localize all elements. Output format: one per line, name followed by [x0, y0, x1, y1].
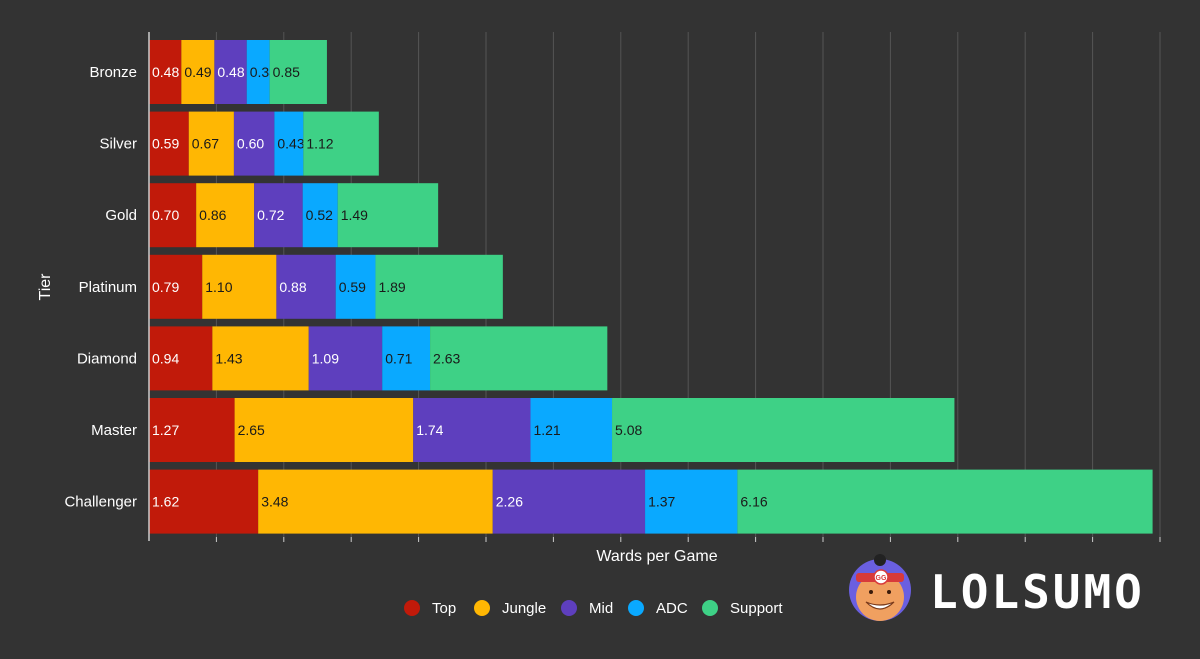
- data-label-support: 6.16: [740, 494, 767, 510]
- data-label-support: 5.08: [615, 422, 642, 438]
- data-label-adc: 0.71: [385, 350, 412, 366]
- legend-swatch-adc: [628, 600, 644, 616]
- data-label-mid: 0.72: [257, 207, 284, 223]
- data-label-jungle: 0.86: [199, 207, 226, 223]
- bar-segment-jungle: [212, 326, 309, 391]
- bar-segment-top: [149, 183, 197, 248]
- data-label-mid: 1.09: [312, 350, 339, 366]
- y-tick-label: Challenger: [64, 494, 137, 511]
- data-label-support: 0.85: [273, 64, 300, 80]
- data-label-mid: 0.88: [279, 279, 306, 295]
- logo-text: LOLSUMO: [930, 565, 1145, 619]
- bar-segment-mid: [413, 398, 531, 462]
- bar-segment-mid: [214, 40, 247, 104]
- bar-segment-jungle: [234, 398, 414, 462]
- bar-segment-adc: [530, 398, 613, 462]
- bar-segment-mid: [492, 469, 646, 534]
- bar-segment-mid: [276, 254, 336, 319]
- bars: 0.48 0.49 0.48 0.340.850.59 0.67 0.60 0.43 1.12…: [149, 40, 1153, 534]
- data-label-adc: 1.21: [533, 422, 560, 438]
- legend-label-support: Support: [730, 600, 783, 617]
- data-label-support: 1.12: [306, 136, 333, 152]
- y-tick-label: Silver: [99, 136, 137, 153]
- bar-segment-support: [612, 398, 955, 462]
- data-label-top: 1.27: [152, 422, 179, 438]
- data-label-adc: 0.52: [306, 207, 333, 223]
- data-label-jungle: 0.49: [184, 64, 211, 80]
- data-label-top: 0.70: [152, 207, 179, 223]
- bar-segment-top: [149, 326, 213, 391]
- bar-segment-support: [375, 254, 503, 319]
- legend-label-jungle: Jungle: [502, 600, 546, 617]
- bar-segment-adc: [274, 111, 304, 176]
- data-label-top: 0.94: [152, 350, 179, 366]
- data-label-jungle: 2.65: [238, 422, 265, 438]
- legend: Top Jungle Mid ADC Support: [404, 600, 783, 617]
- y-tick-label: Master: [91, 422, 137, 439]
- legend-label-mid: Mid: [589, 600, 613, 617]
- legend-swatch-support: [702, 600, 718, 616]
- legend-swatch-top: [404, 600, 420, 616]
- data-label-jungle: 3.48: [261, 494, 288, 510]
- bar-segment-top: [149, 254, 203, 319]
- bar-segment-adc: [645, 469, 738, 534]
- data-label-top: 0.48: [152, 64, 179, 80]
- data-label-mid: 0.60: [237, 136, 264, 152]
- bar-segment-top: [149, 398, 235, 462]
- bar-segment-support: [269, 40, 327, 104]
- bar-segment-support: [337, 183, 439, 248]
- bar-segment-adc: [246, 40, 270, 104]
- x-axis-title: Wards per Game: [596, 548, 717, 565]
- y-tick-label: Bronze: [89, 64, 137, 81]
- bar-segment-top: [149, 111, 189, 176]
- data-label-top: 1.62: [152, 494, 179, 510]
- bar-segment-jungle: [196, 183, 255, 248]
- bar-segment-mid: [233, 111, 275, 176]
- data-label-mid: 0.48: [217, 64, 244, 80]
- data-label-adc: 0.43: [277, 136, 304, 152]
- data-label-support: 2.63: [433, 350, 460, 366]
- data-label-mid: 2.26: [496, 494, 523, 510]
- bar-segment-support: [430, 326, 608, 391]
- data-label-support: 1.89: [378, 279, 405, 295]
- data-label-top: 0.59: [152, 136, 179, 152]
- y-tick-label: Diamond: [77, 350, 137, 367]
- data-label-adc: 1.37: [648, 494, 675, 510]
- bar-segment-mid: [254, 183, 303, 248]
- bar-segment-jungle: [188, 111, 234, 176]
- bar-segment-support: [303, 111, 379, 176]
- data-label-top: 0.79: [152, 279, 179, 295]
- bar-segment-adc: [335, 254, 376, 319]
- legend-swatch-jungle: [474, 600, 490, 616]
- y-tick-label: Gold: [105, 207, 137, 224]
- data-label-support: 1.49: [341, 207, 368, 223]
- bar-segment-mid: [308, 326, 383, 391]
- data-label-adc: 0.59: [339, 279, 366, 295]
- bar-segment-jungle: [181, 40, 215, 104]
- bar-segment-adc: [302, 183, 338, 248]
- mascot-badge: GG: [876, 575, 887, 582]
- y-tick-label: Platinum: [79, 279, 137, 296]
- axes: Bronze Silver Gold Platinum Diamond Master Cha…: [64, 32, 1161, 542]
- bar-segment-top: [149, 40, 182, 104]
- bar-segment-top: [149, 469, 259, 534]
- data-label-jungle: 1.43: [215, 350, 242, 366]
- data-label-jungle: 1.10: [205, 279, 232, 295]
- bar-segment-support: [737, 469, 1153, 534]
- bar-segment-jungle: [258, 469, 493, 534]
- legend-label-adc: ADC: [656, 600, 688, 617]
- data-label-jungle: 0.67: [192, 136, 219, 152]
- lolsumo-logo: GG LOLSUMO: [849, 554, 1145, 621]
- bar-segment-jungle: [202, 254, 277, 319]
- sumo-mascot-icon: GG: [849, 554, 911, 621]
- data-label-mid: 1.74: [416, 422, 443, 438]
- y-axis-title: Tier: [37, 273, 54, 301]
- bar-segment-adc: [382, 326, 431, 391]
- legend-label-top: Top: [432, 600, 456, 617]
- legend-swatch-mid: [561, 600, 577, 616]
